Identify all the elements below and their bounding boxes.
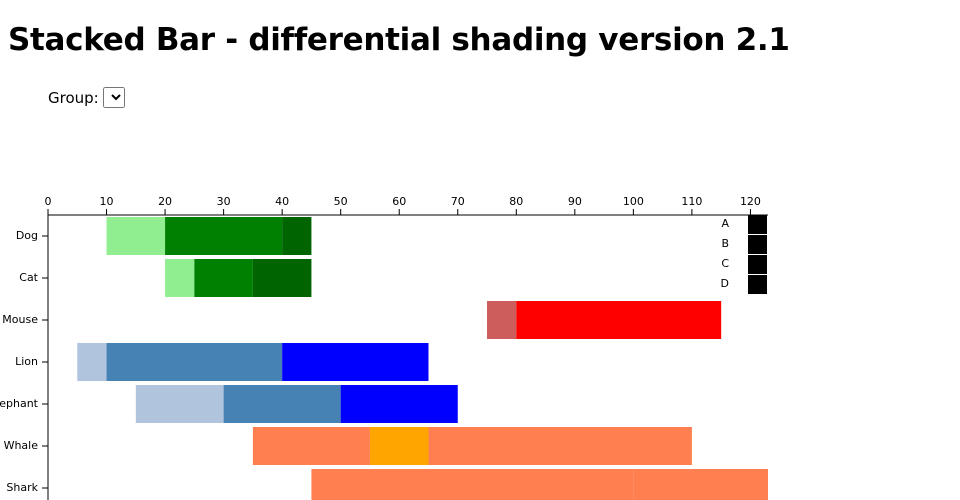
bar-segment	[48, 301, 487, 339]
legend-swatch	[748, 275, 767, 294]
bar-segment	[282, 343, 429, 381]
x-tick-label: 20	[158, 195, 172, 208]
x-tick-label: 50	[334, 195, 348, 208]
x-tick-label: 100	[623, 195, 644, 208]
bar-segment	[223, 385, 341, 423]
y-tick-label: Lion	[15, 355, 38, 368]
group-select[interactable]	[102, 87, 125, 108]
bar-segment	[194, 259, 253, 297]
x-tick-label: 70	[451, 195, 465, 208]
y-tick-label: Dog	[16, 229, 38, 242]
bar-segment	[252, 259, 312, 297]
legend-swatch	[748, 255, 767, 274]
bar-segment	[311, 469, 634, 500]
y-tick-label: Cat	[19, 271, 38, 284]
y-tick-label: Shark	[6, 481, 38, 494]
legend-label: C	[721, 257, 729, 270]
bar-segment	[48, 259, 165, 297]
bar-segment	[77, 343, 107, 381]
legend-label: B	[721, 237, 729, 250]
legend-swatch	[748, 235, 767, 254]
bar-segment	[48, 469, 311, 500]
legend-label: D	[721, 277, 729, 290]
x-tick-label: 80	[509, 195, 523, 208]
bar-segment	[48, 427, 253, 465]
bar-segment	[340, 385, 458, 423]
bar-segment	[106, 343, 283, 381]
group-control: Group:	[48, 87, 125, 108]
bar-segment	[165, 259, 195, 297]
bar-segment	[48, 217, 107, 255]
x-tick-label: 30	[217, 195, 231, 208]
bar-segment	[428, 427, 692, 465]
x-tick-label: 110	[681, 195, 702, 208]
bar-segment	[48, 343, 77, 381]
legend-label: A	[721, 217, 729, 230]
bar-segment	[369, 427, 429, 465]
bar-segment	[633, 469, 768, 500]
x-tick-label: 40	[275, 195, 289, 208]
bar-segment	[282, 217, 312, 255]
bar-segment	[252, 427, 370, 465]
group-label: Group:	[48, 88, 99, 107]
bar-segment	[487, 301, 517, 339]
y-tick-label: Whale	[4, 439, 39, 452]
legend-swatch	[748, 215, 767, 234]
y-tick-label: Mouse	[2, 313, 38, 326]
bar-segment	[516, 301, 722, 339]
bar-segment	[165, 217, 283, 255]
bar-segment	[135, 385, 224, 423]
x-tick-label: 10	[100, 195, 114, 208]
page-title: Stacked Bar - differential shading versi…	[8, 22, 790, 58]
x-tick-label: 120	[740, 195, 761, 208]
bar-segment	[48, 385, 136, 423]
y-tick-label: Elephant	[0, 397, 39, 410]
x-tick-label: 90	[568, 195, 582, 208]
x-tick-label: 0	[45, 195, 52, 208]
x-tick-label: 60	[392, 195, 406, 208]
bar-segment	[106, 217, 166, 255]
